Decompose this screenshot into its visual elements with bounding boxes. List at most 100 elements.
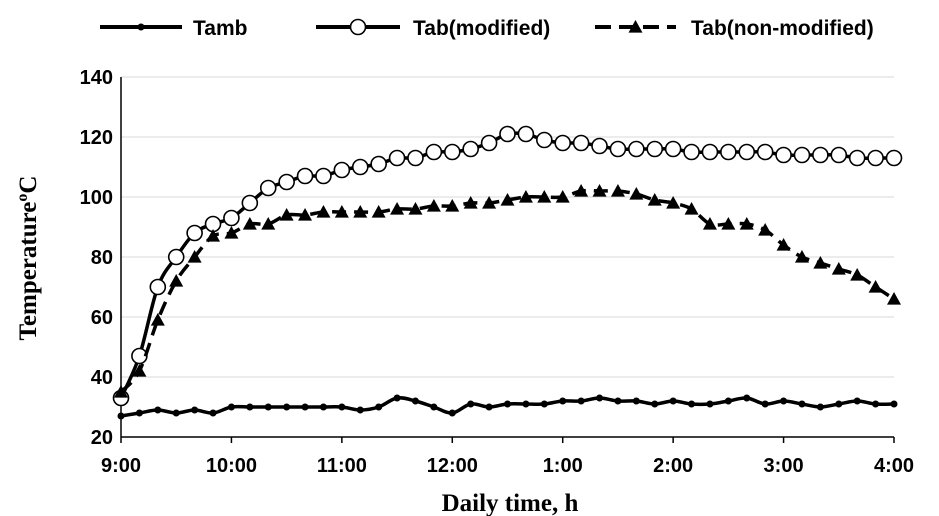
y-tick-label: 40 <box>91 367 113 389</box>
data-point <box>499 125 516 143</box>
data-point <box>794 250 809 263</box>
x-tick-label: 4:00 <box>874 455 914 477</box>
data-point <box>316 205 331 218</box>
legend-label: Tab(modified) <box>413 17 550 40</box>
data-point <box>375 403 383 411</box>
data-point <box>114 385 128 398</box>
data-point <box>356 406 364 414</box>
data-point <box>831 262 846 275</box>
data-point <box>572 134 590 152</box>
y-tick-label: 120 <box>80 127 113 149</box>
x-tick-label: 10:00 <box>206 455 257 477</box>
data-point <box>482 196 497 209</box>
data-point <box>154 406 162 414</box>
data-point <box>485 403 493 411</box>
data-point <box>706 400 714 408</box>
data-point <box>463 196 478 209</box>
legend-marker <box>137 23 145 31</box>
x-tick-label: 3:00 <box>764 455 804 477</box>
data-point <box>172 409 180 417</box>
data-point <box>632 397 640 405</box>
data-point <box>848 149 866 167</box>
x-tick-label: 12:00 <box>427 455 478 477</box>
data-point <box>393 394 401 402</box>
data-point <box>518 190 533 203</box>
data-point <box>536 131 553 149</box>
data-point <box>351 158 369 176</box>
data-point <box>574 184 589 197</box>
data-point <box>610 184 625 197</box>
data-point <box>169 274 184 287</box>
data-point <box>669 397 677 405</box>
gridlines <box>121 76 894 378</box>
data-point <box>264 403 272 411</box>
data-point <box>628 140 645 158</box>
data-point <box>867 149 884 167</box>
data-point <box>684 202 699 215</box>
data-point <box>246 403 254 411</box>
data-point <box>887 292 901 305</box>
data-point <box>261 217 276 230</box>
data-point <box>480 134 498 152</box>
x-tick-label: 1:00 <box>543 455 583 477</box>
data-point <box>554 134 572 152</box>
data-point <box>591 137 608 155</box>
data-point <box>301 403 309 411</box>
data-point <box>223 209 240 227</box>
data-point <box>559 397 567 405</box>
data-point <box>259 179 277 197</box>
data-point <box>816 403 824 411</box>
data-point <box>504 400 511 408</box>
data-point <box>614 397 622 405</box>
data-point <box>319 403 327 411</box>
data-point <box>761 400 769 408</box>
data-point <box>149 278 167 296</box>
data-point <box>758 223 773 236</box>
data-point <box>167 248 185 266</box>
data-point <box>830 146 848 164</box>
data-point <box>592 184 607 197</box>
data-point <box>283 403 291 411</box>
data-point <box>279 208 294 221</box>
data-point <box>664 140 682 158</box>
data-point <box>743 394 751 402</box>
data-point <box>890 400 898 408</box>
legend: Tamb Tab(modified) Tab(non-modified) <box>100 17 874 40</box>
data-point <box>206 229 221 242</box>
data-point <box>132 364 147 377</box>
data-point <box>187 250 202 263</box>
series-line <box>119 131 894 399</box>
data-point <box>853 397 861 405</box>
data-point <box>117 412 125 420</box>
y-tick-label: 100 <box>80 187 113 209</box>
legend-item: Tab(non-modified) <box>595 17 874 40</box>
data-point <box>426 199 441 212</box>
data-point <box>298 208 313 221</box>
data-point <box>629 187 644 200</box>
data-point <box>467 400 475 408</box>
data-point <box>646 140 664 158</box>
y-axis-title-unit: C <box>15 176 42 194</box>
data-point <box>702 217 717 230</box>
data-point <box>353 205 368 218</box>
data-point <box>390 202 405 215</box>
data-point <box>688 400 696 408</box>
x-axis-title: Daily time, h <box>442 490 579 516</box>
x-tick-label: 2:00 <box>653 455 693 477</box>
data-point <box>522 400 530 408</box>
data-point <box>371 205 386 218</box>
data-point <box>150 313 165 326</box>
data-point <box>885 149 903 167</box>
data-point <box>209 409 217 417</box>
data-point <box>334 205 349 218</box>
data-point <box>720 143 737 161</box>
data-point <box>775 146 792 164</box>
data-point <box>577 397 585 405</box>
data-point <box>537 190 552 203</box>
series-3 <box>114 184 901 398</box>
y-tick-label: 80 <box>91 247 113 269</box>
y-tick-label: 20 <box>91 427 113 449</box>
data-point <box>517 125 535 143</box>
legend-label: Tab(non-modified) <box>691 17 874 40</box>
